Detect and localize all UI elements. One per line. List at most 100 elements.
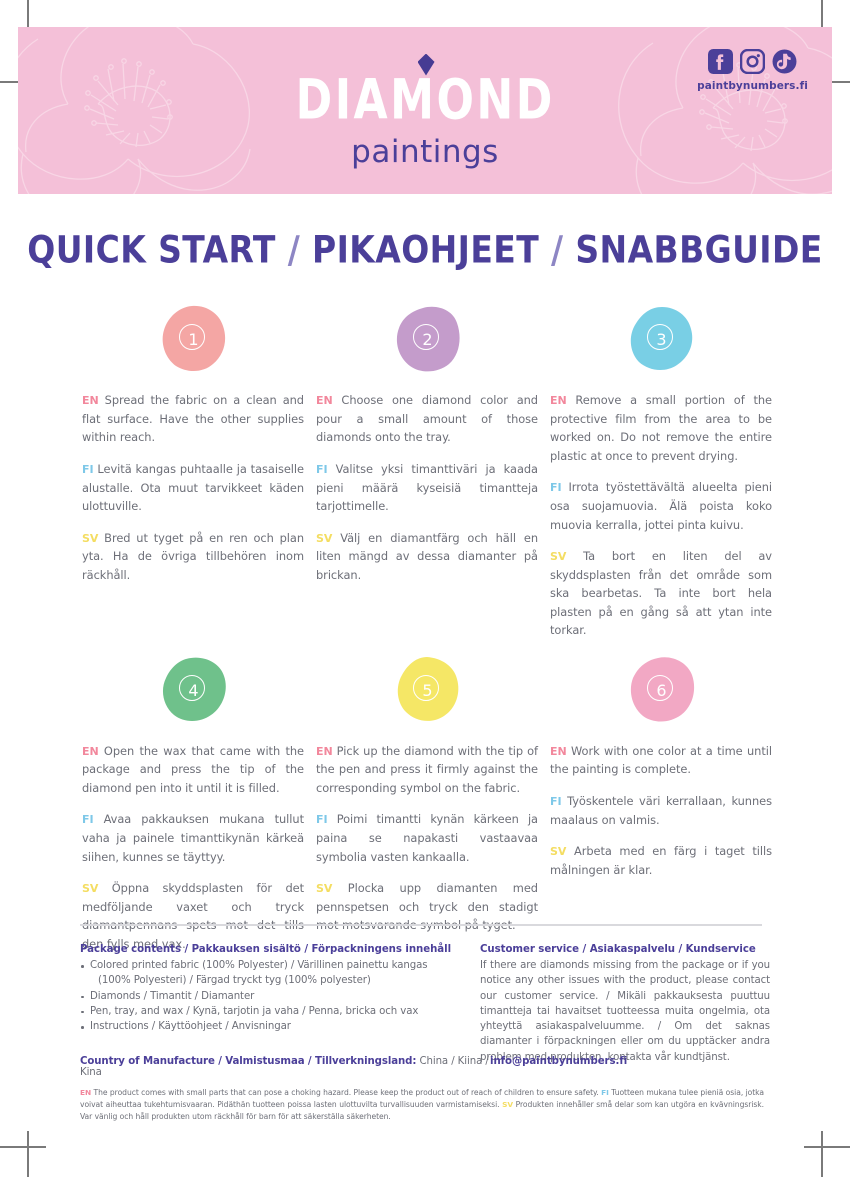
step-card-4: 4 EN Open the wax that came with the pack… <box>82 656 304 954</box>
step-number-label: 2 <box>422 330 433 349</box>
step-number-ring <box>179 324 205 350</box>
lang-label-en: EN <box>550 744 567 758</box>
step-number-label: 3 <box>656 330 667 349</box>
package-item: Diamonds / Timantit / Diamanter <box>80 989 480 1004</box>
country-of-manufacture: Country of Manufacture / Valmistusmaa / … <box>80 1056 500 1078</box>
step-2-text-sv: SV Välj en diamantfärg och häll en liten… <box>316 530 538 582</box>
lang-label-en: EN <box>82 394 99 407</box>
lang-label-sv: SV <box>316 531 333 545</box>
step-2-text-fi: FI Valitse yksi timanttiväri ja kaada pi… <box>316 461 538 514</box>
crop-mark-top-right-v <box>821 0 823 46</box>
step-4-text-sv: SV Öppna skyddsplasten för det medföljan… <box>82 881 304 951</box>
brand-logo: DIAMOND paintings <box>18 27 832 194</box>
social-links: paintbynumbers.fi <box>697 49 808 92</box>
country-label: Country of Manufacture / Valmistusmaa / … <box>80 1056 417 1067</box>
lang-label-en: EN <box>316 394 333 407</box>
facebook-icon[interactable] <box>708 49 734 74</box>
social-icon-row <box>708 49 797 74</box>
package-item: Colored printed fabric (100% Polyester) … <box>80 958 480 973</box>
footer-divider <box>80 924 762 926</box>
lang-label-fi: FI <box>82 462 94 476</box>
lang-label-fi: FI <box>82 813 94 827</box>
package-contents-heading: Package contents / Pakkauksen sisältö / … <box>80 944 452 955</box>
crop-mark-bottom-left-h <box>0 1146 46 1148</box>
step-number-ring <box>413 674 439 701</box>
step-number-ring <box>647 324 673 350</box>
safety-warning: EN The product comes with small parts th… <box>80 1087 764 1123</box>
logo-main-text: DIAMOND <box>295 66 555 132</box>
page-title: QUICK START / PIKAOHJEET / SNABBGUIDE <box>0 228 850 272</box>
warning-text-sv: Produkten innehåller små delar som kan u… <box>80 1099 764 1121</box>
lang-label-fi: FI <box>316 813 328 827</box>
steps-grid: 1 EN Spread the fabric on a clean and fla… <box>82 305 772 953</box>
package-contents-block: Package contents / Pakkauksen sisältö / … <box>80 944 480 1065</box>
step-5-text-en: EN Pick up the diamond with the tip of t… <box>316 743 538 795</box>
warning-label-fi: FI <box>601 1088 609 1097</box>
lang-label-sv: SV <box>82 882 99 896</box>
step-4-text-fi: FI Avaa pakkauksen mukana tullut vaha ja… <box>82 812 304 864</box>
step-3-text-fi: FI Irrota työstettävältä alueelta pieni … <box>550 480 772 532</box>
country-value: China / Kiina / Kina <box>80 1056 489 1078</box>
warning-label-sv: SV <box>502 1099 514 1109</box>
tiktok-icon[interactable] <box>772 49 797 74</box>
title-fi: PIKAOHJEET <box>312 227 540 272</box>
step-3-text-sv: SV Ta bort en liten del av skyddsplasten… <box>550 548 772 638</box>
lang-label-en: EN <box>316 744 333 758</box>
step-6-text-fi: FI Työskentele väri kerrallaan, kunnes m… <box>550 793 772 827</box>
lang-label-sv: SV <box>550 549 567 563</box>
step-badge-3: 3 <box>627 305 695 373</box>
step-number-ring <box>413 324 439 350</box>
step-badge-5: 5 <box>393 656 461 724</box>
lang-label-sv: SV <box>316 882 333 896</box>
title-en: QUICK START <box>27 227 276 272</box>
step-number-label: 5 <box>422 680 433 700</box>
lang-label-fi: FI <box>316 462 328 476</box>
step-1-text-sv: SV Bred ut tyget på en ren och plan yta.… <box>82 530 304 582</box>
step-1-text-fi: FI Levitä kangas puhtaalle ja tasaiselle… <box>82 461 304 514</box>
logo-sub-text: paintings <box>351 133 499 170</box>
step-2-text-en: EN Choose one diamond color and pour a s… <box>316 393 538 445</box>
step-number-label: 4 <box>188 680 199 700</box>
step-card-2: 2 EN Choose one diamond color and pour a … <box>316 305 538 640</box>
step-number-label: 6 <box>656 680 667 700</box>
warning-text-fi: Tuotteen mukana tulee pieniä osia, jotka… <box>80 1088 764 1109</box>
lang-label-en: EN <box>550 394 567 407</box>
step-5-text-sv: SV Plocka upp diamanten med pennspetsen … <box>316 881 538 932</box>
package-item: Instructions / Käyttöohjeet / Anvisninga… <box>80 1019 480 1034</box>
lang-label-fi: FI <box>550 481 562 495</box>
crop-mark-bottom-right-v <box>821 1131 823 1177</box>
crop-mark-bottom-right-h <box>804 1146 850 1148</box>
step-6-text-sv: SV Arbeta med en färg i taget tills måln… <box>550 844 772 878</box>
package-item: (100% Polyesteri) / Färgad tryckt tyg (1… <box>98 975 371 987</box>
customer-service-block: Customer service / Asiakaspalvelu / Kund… <box>480 944 770 1065</box>
flower-watermark-left <box>18 27 278 194</box>
step-number-ring <box>179 674 205 701</box>
warning-text-en: The product comes with small parts that … <box>93 1088 599 1097</box>
lang-label-fi: FI <box>550 794 562 808</box>
package-item: Pen, tray, and wax / Kynä, tarjotin ja v… <box>80 1004 480 1019</box>
header-banner: DIAMOND paintings paintbynumbers <box>18 27 832 194</box>
crop-mark-bottom-left-v <box>27 1131 29 1177</box>
step-card-6: 6 EN Work with one color at a time until … <box>550 656 772 954</box>
lang-label-sv: SV <box>550 845 567 859</box>
step-badge-4: 4 <box>159 656 227 724</box>
customer-service-heading: Customer service / Asiakaspalvelu / Kund… <box>480 944 756 955</box>
title-separator-1: / <box>287 227 301 272</box>
lang-label-en: EN <box>82 744 99 758</box>
support-email[interactable]: info@paintbynumbers.fi <box>490 1056 628 1067</box>
step-card-1: 1 EN Spread the fabric on a clean and fla… <box>82 305 304 640</box>
title-sv: SNABBGUIDE <box>575 227 823 272</box>
step-badge-2: 2 <box>393 305 461 373</box>
package-contents-list: Colored printed fabric (100% Polyester) … <box>80 958 480 1034</box>
customer-service-body: If there are diamonds missing from the p… <box>480 960 770 1063</box>
instagram-icon[interactable] <box>740 49 766 74</box>
step-5-text-fi: FI Poimi timantti kynän kärkeen ja paina… <box>316 812 538 864</box>
step-4-text-en: EN Open the wax that came with the packa… <box>82 743 304 795</box>
step-number-label: 1 <box>188 330 199 349</box>
step-3-text-en: EN Remove a small portion of the protect… <box>550 393 772 463</box>
step-card-3: 3 EN Remove a small portion of the protec… <box>550 305 772 640</box>
step-1-text-en: EN Spread the fabric on a clean and flat… <box>82 393 304 445</box>
website-url[interactable]: paintbynumbers.fi <box>697 80 808 92</box>
title-separator-2: / <box>551 227 564 272</box>
